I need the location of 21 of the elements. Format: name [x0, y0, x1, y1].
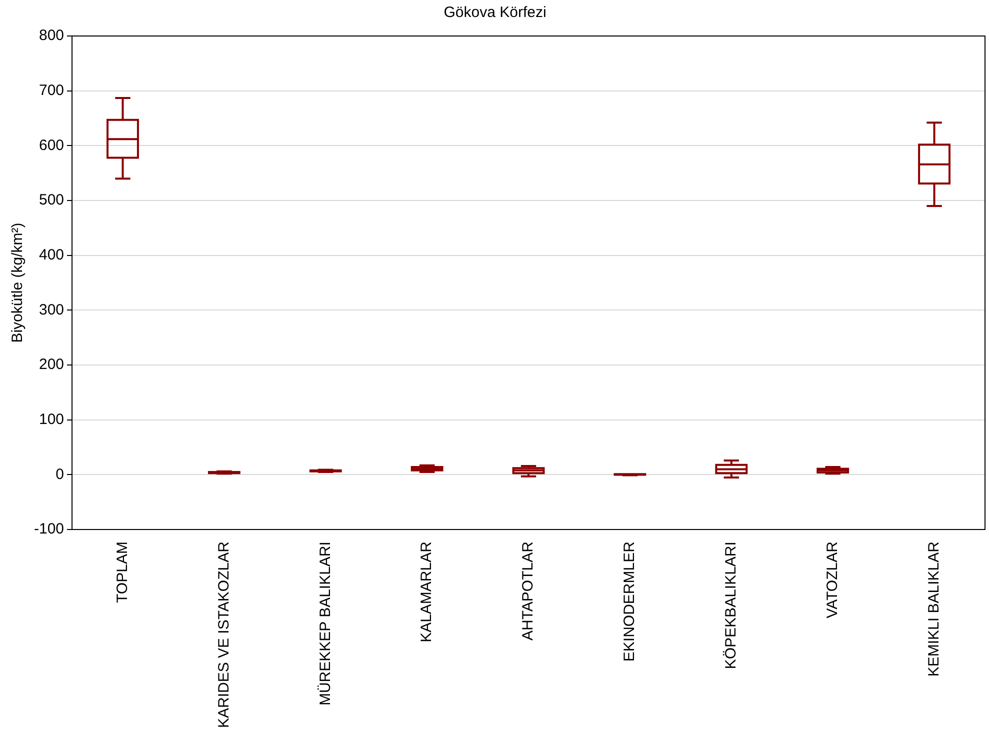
- y-tick-label: 700: [38, 82, 64, 99]
- x-tick-label: AHTAPOTLAR: [520, 541, 537, 640]
- y-tick-label: 400: [38, 246, 64, 264]
- x-tick-label: KARIDES VE ISTAKOZLAR: [215, 541, 232, 728]
- y-tick-label: 200: [38, 356, 64, 374]
- x-tick-label: EKINODERMLER: [621, 541, 638, 662]
- y-tick-label: 300: [38, 301, 64, 318]
- chart-title: Gökova Körfezi: [444, 4, 546, 22]
- x-tick-label: MÜREKKEP BALIKLARI: [316, 542, 334, 706]
- y-axis-title: Biyokütle (kg/km²): [9, 222, 26, 343]
- x-tick-label: TOPLAM: [114, 542, 131, 603]
- x-tick-label: VATOZLAR: [824, 541, 841, 618]
- y-tick-label: -100: [34, 520, 64, 538]
- y-tick-label: 800: [38, 27, 64, 44]
- y-tick-label: 500: [38, 192, 64, 209]
- x-tick-label: KEMIKLI BALIKLAR: [925, 541, 942, 677]
- x-tick-label: KÖPEKBALIKLARI: [722, 542, 740, 670]
- x-tick-label: KALAMARLAR: [418, 541, 436, 642]
- y-tick-label: 100: [38, 411, 64, 428]
- y-tick-label: 600: [38, 136, 64, 154]
- y-tick-label: 0: [56, 466, 64, 483]
